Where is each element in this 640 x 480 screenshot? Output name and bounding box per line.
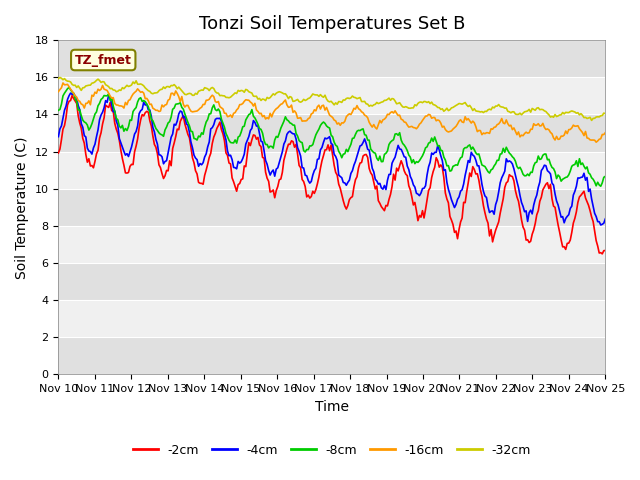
Title: Tonzi Soil Temperatures Set B: Tonzi Soil Temperatures Set B <box>198 15 465 33</box>
Text: TZ_fmet: TZ_fmet <box>75 53 132 67</box>
X-axis label: Time: Time <box>315 400 349 414</box>
Bar <box>58 77 605 114</box>
Bar <box>58 263 605 300</box>
Y-axis label: Soil Temperature (C): Soil Temperature (C) <box>15 136 29 278</box>
Legend: -2cm, -4cm, -8cm, -16cm, -32cm: -2cm, -4cm, -8cm, -16cm, -32cm <box>127 439 536 462</box>
Bar <box>58 189 605 226</box>
Bar <box>58 114 605 152</box>
Bar <box>58 40 605 77</box>
Bar <box>58 337 605 374</box>
Bar <box>58 226 605 263</box>
Bar <box>58 152 605 189</box>
Bar <box>58 300 605 337</box>
